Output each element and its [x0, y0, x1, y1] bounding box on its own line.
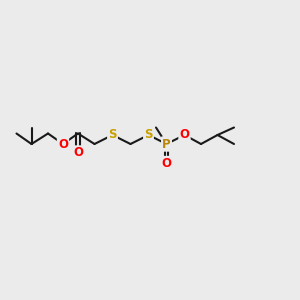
Text: P: P: [162, 137, 171, 151]
Text: S: S: [108, 128, 117, 142]
Text: O: O: [179, 128, 190, 142]
Text: O: O: [161, 157, 172, 170]
Text: O: O: [58, 137, 68, 151]
Text: S: S: [144, 128, 153, 142]
Text: O: O: [73, 146, 83, 160]
